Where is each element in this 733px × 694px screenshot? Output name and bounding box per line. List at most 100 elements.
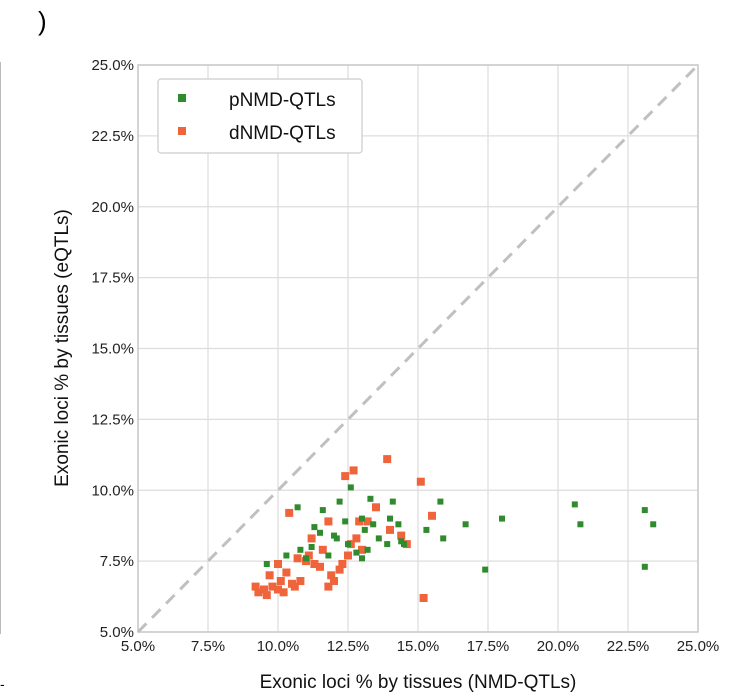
point-pnmd (308, 544, 315, 550)
point-dnmd (254, 588, 263, 597)
point-dnmd (335, 565, 344, 574)
point-pnmd (384, 541, 391, 548)
point-dnmd (419, 594, 428, 602)
x-tick-labels: 5.0% 7.5% 10.0% 12.5% 15.0% 17.5% 20.0% 22.5% 25… (121, 638, 719, 655)
point-pnmd (387, 515, 393, 522)
point-dnmd (349, 466, 358, 475)
x-tick-label: 5.0% (121, 638, 155, 655)
left-divider-line (0, 62, 1, 634)
data-points (251, 455, 657, 602)
y-tick-label: 10.0% (91, 482, 134, 499)
point-dnmd (276, 577, 285, 585)
point-pnmd (375, 535, 382, 542)
point-dnmd (285, 508, 294, 517)
point-dnmd (262, 591, 271, 600)
point-pnmd (342, 518, 349, 525)
legend-swatch-pnmd (178, 94, 186, 102)
point-pnmd (482, 566, 489, 573)
point-pnmd (389, 498, 396, 505)
reference-diagonal-line (136, 63, 700, 634)
point-dnmd (293, 554, 302, 563)
point-pnmd (263, 561, 270, 567)
point-dnmd (358, 545, 366, 554)
point-dnmd (307, 534, 316, 543)
point-dnmd (324, 517, 333, 526)
point-pnmd (499, 515, 505, 522)
point-dnmd (344, 551, 352, 560)
y-tick-label: 5.0% (100, 624, 134, 641)
x-tick-label: 22.5% (607, 638, 650, 655)
legend-label-dnmd: dNMD-QTLs (229, 123, 336, 144)
point-dnmd (327, 571, 336, 580)
point-dnmd (310, 560, 319, 568)
y-tick-label: 17.5% (91, 270, 134, 287)
point-pnmd (364, 546, 371, 553)
y-tick-label: 7.5% (100, 553, 134, 570)
point-dnmd (428, 511, 436, 520)
x-tick-label: 25.0% (677, 638, 720, 655)
plot-frame (137, 64, 699, 633)
point-pnmd (317, 529, 323, 536)
point-dnmd (352, 534, 361, 543)
y-tick-label: 12.5% (91, 411, 134, 428)
point-pnmd (333, 535, 340, 542)
point-pnmd (359, 555, 365, 562)
point-dnmd (296, 577, 305, 585)
point-dnmd (330, 577, 338, 585)
point-pnmd (437, 498, 444, 505)
point-pnmd (577, 521, 584, 528)
point-pnmd (297, 546, 304, 553)
point-dnmd (316, 562, 324, 571)
legend: pNMD-QTLs dNMD-QTLs (157, 78, 363, 154)
point-dnmd (416, 477, 425, 486)
point-pnmd (311, 524, 318, 531)
point-pnmd (641, 507, 648, 514)
point-dnmd (324, 582, 333, 591)
point-pnmd (401, 541, 407, 548)
x-tick-label: 15.0% (397, 638, 440, 655)
point-pnmd (353, 549, 360, 556)
point-dnmd (383, 455, 392, 464)
x-tick-label: 10.0% (257, 638, 300, 655)
point-pnmd (367, 495, 374, 502)
x-tick-label: 7.5% (191, 638, 225, 655)
x-tick-label: 17.5% (467, 638, 510, 655)
bottom-left-dash: - (0, 676, 5, 692)
y-axis-title: Exonic loci % by tissues (eQTLs) (52, 209, 73, 487)
point-pnmd (370, 521, 377, 528)
panel-label: ) (38, 6, 47, 36)
point-pnmd (571, 501, 578, 508)
point-pnmd (294, 504, 301, 511)
point-dnmd (265, 571, 274, 580)
x-axis-title: Exonic loci % by tissues (NMD-QTLs) (260, 672, 577, 693)
x-tick-label: 12.5% (327, 638, 370, 655)
y-tick-label: 15.0% (91, 341, 134, 358)
point-pnmd (462, 521, 469, 528)
point-pnmd (283, 552, 290, 559)
point-pnmd (347, 484, 354, 491)
point-dnmd (338, 560, 347, 568)
point-dnmd (274, 585, 282, 594)
point-dnmd (386, 525, 394, 534)
point-dnmd (268, 582, 277, 591)
point-dnmd (251, 582, 260, 591)
point-dnmd (372, 503, 380, 512)
legend-box (157, 78, 363, 154)
point-pnmd (650, 521, 657, 528)
point-dnmd (290, 582, 299, 591)
point-pnmd (395, 521, 402, 528)
y-tick-label: 22.5% (91, 128, 134, 145)
point-dnmd (274, 560, 282, 568)
point-pnmd (641, 563, 648, 570)
legend-label-pnmd: pNMD-QTLs (229, 90, 336, 111)
point-dnmd (397, 531, 406, 540)
point-dnmd (341, 472, 350, 481)
x-tick-label: 20.0% (537, 638, 580, 655)
legend-swatch-dnmd (178, 127, 186, 135)
point-pnmd (440, 535, 447, 542)
y-tick-label: 20.0% (91, 199, 134, 216)
point-dnmd (363, 517, 372, 526)
point-pnmd (319, 507, 326, 514)
point-dnmd (318, 545, 327, 554)
